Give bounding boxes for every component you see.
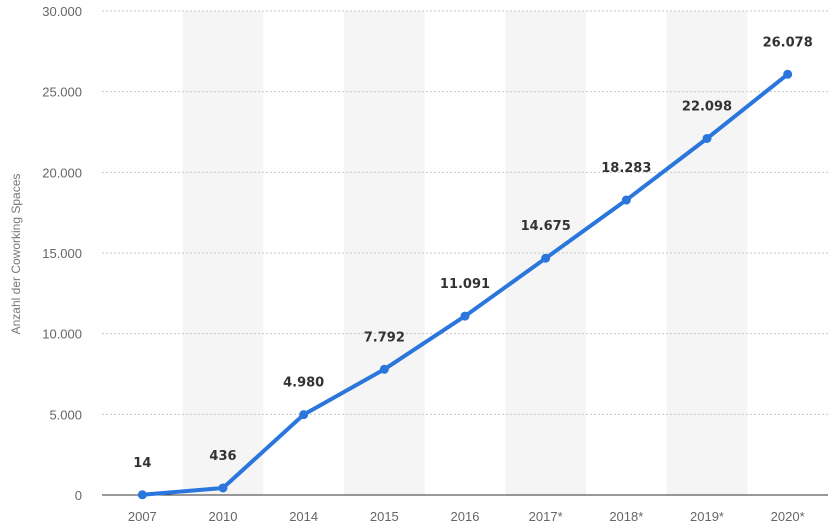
data-label: 11.091	[440, 277, 490, 292]
data-label: 18.283	[601, 161, 651, 176]
column-band	[344, 11, 425, 495]
y-tick-label: 0	[75, 488, 82, 503]
y-tick-label: 5.000	[49, 407, 82, 422]
x-tick-label: 2007	[128, 509, 157, 524]
x-tick-label: 2018*	[609, 509, 643, 524]
data-point	[621, 195, 631, 205]
data-label: 436	[209, 449, 236, 464]
x-tick-label: 2014	[289, 509, 318, 524]
gridlines	[102, 10, 828, 415]
y-tick-label: 20.000	[42, 165, 82, 180]
data-label: 22.098	[682, 99, 732, 114]
data-labels: 14 436 4.980 7.792 11.091 14.675 18.283 22.098 2…	[133, 35, 812, 470]
data-label: 26.078	[763, 35, 813, 50]
x-tick-label: 2010	[209, 509, 238, 524]
data-point	[783, 69, 793, 79]
data-point	[541, 253, 551, 263]
data-label: 4.980	[283, 376, 324, 391]
x-tick-label: 2017*	[529, 509, 563, 524]
y-tick-label: 30.000	[42, 4, 82, 19]
data-point	[702, 133, 712, 143]
x-tick-label: 2015	[370, 509, 399, 524]
y-tick-label: 10.000	[42, 327, 82, 342]
data-point	[218, 483, 228, 493]
y-tick-label: 25.000	[42, 85, 82, 100]
column-band	[505, 11, 586, 495]
x-tick-label: 2019*	[690, 509, 724, 524]
y-tick-label: 15.000	[42, 246, 82, 261]
data-label: 7.792	[364, 330, 405, 345]
y-axis-ticks: 0 5.000 10.000 15.000 20.000 25.000 30.000	[42, 4, 82, 503]
y-axis-title: Anzahl der Coworking Spaces	[9, 174, 23, 335]
data-label: 14.675	[521, 219, 571, 234]
x-axis-ticks: 2007 2010 2014 2015 2016 2017* 2018* 2019* 2020*	[128, 509, 805, 524]
x-tick-label: 2016	[451, 509, 480, 524]
data-point	[137, 490, 147, 500]
data-points	[137, 69, 793, 500]
data-point	[379, 364, 389, 374]
data-point	[460, 311, 470, 321]
data-point	[299, 410, 309, 420]
x-tick-label: 2020*	[771, 509, 805, 524]
data-label: 14	[133, 456, 151, 471]
